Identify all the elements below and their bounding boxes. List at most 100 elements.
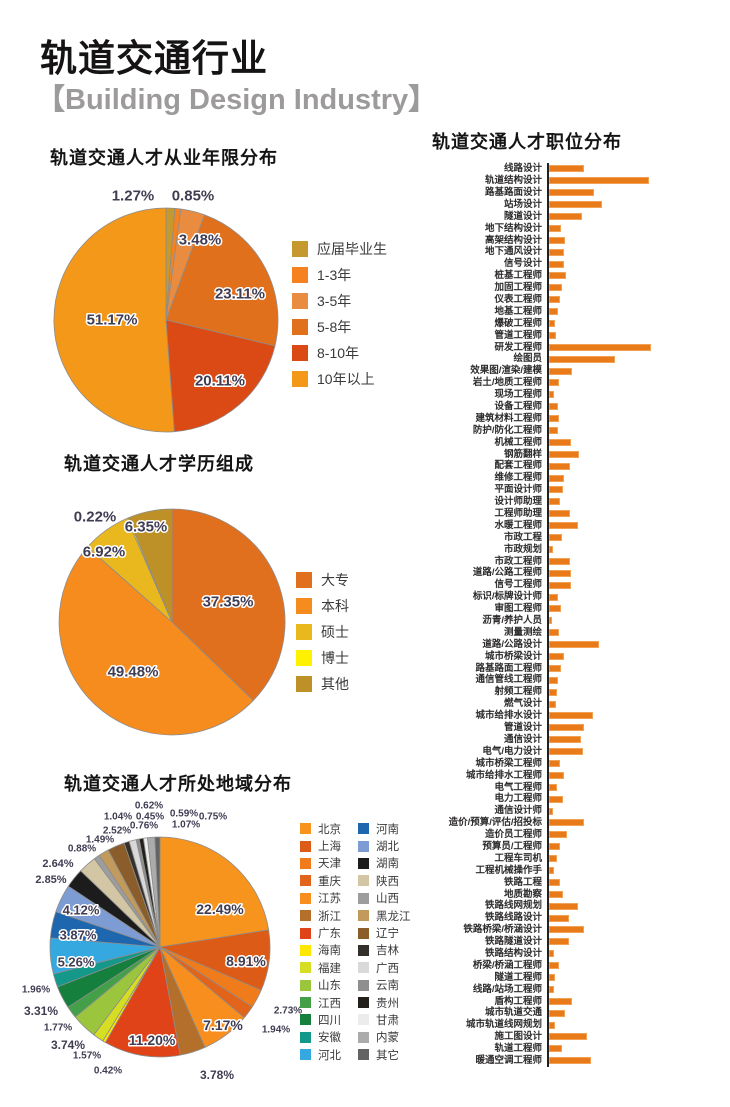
bar [549, 1033, 587, 1041]
bar-track [547, 448, 722, 461]
bar [549, 819, 584, 827]
region-legend: 北京 上海 天津 重庆 江苏 浙江 广东 海南 福建 山东 江西 四川 安徽 河北 河南 湖北 湖南 陕西 山西 黑龙… [300, 820, 411, 1063]
legend-item-其他: 其他 [296, 671, 349, 697]
bar-track [547, 1042, 722, 1055]
legend-item-陕西: 陕西 [358, 872, 411, 889]
bar [549, 403, 558, 411]
bar-row-铁路结构设计: 铁路结构设计 [420, 947, 722, 960]
bar [549, 938, 569, 946]
pie-percent-label-重庆: 1.94% [262, 1025, 290, 1036]
legend-label: 湖北 [376, 841, 399, 854]
bar-track [547, 1019, 722, 1032]
bar-track [547, 579, 722, 592]
bar-label: 路基路面工程师 [475, 662, 542, 674]
pie-slice-8-10年 [165, 319, 276, 433]
bar [549, 272, 566, 280]
bar-label: 水暖工程师 [494, 519, 542, 531]
legend-label: 河北 [318, 1049, 341, 1062]
pie-percent-label-云南: 0.45% [136, 812, 164, 823]
bar-row-电力工程师: 电力工程师 [420, 793, 722, 806]
bar-track [547, 436, 722, 449]
bar-row-建筑材料工程师: 建筑材料工程师 [420, 412, 722, 425]
legend-item-山东: 山东 [300, 977, 341, 994]
bar-label: 站场设计 [503, 198, 542, 210]
bar [549, 688, 557, 696]
bar [549, 878, 560, 886]
bar [549, 557, 570, 565]
page-title: 轨道交通行业 [40, 38, 268, 79]
bar-track [547, 805, 722, 817]
bar-row-铁路工程: 铁路工程 [420, 876, 722, 889]
bar-row-测量测绘: 测量测绘 [420, 626, 722, 639]
legend-item-1-3年: 1-3年 [292, 262, 387, 288]
bar [549, 545, 553, 553]
bar-label: 城市轨道交通 [484, 1007, 542, 1019]
legend-item-吉林: 吉林 [358, 942, 411, 959]
bar-label: 轨道工程师 [494, 1043, 542, 1055]
bar-track [547, 781, 722, 794]
pie-percent-label-河南: 3.87% [60, 928, 97, 943]
legend-swatch [300, 910, 311, 922]
legend-swatch [358, 892, 369, 904]
bar-label: 铁路线路设计 [484, 912, 542, 924]
bar-label: 岩土/地质工程师 [472, 377, 542, 389]
legend-label: 浙江 [318, 910, 341, 923]
bar-track [547, 959, 722, 972]
legend-label: 上海 [318, 841, 341, 854]
bar-row-预算员/工程师: 预算员/工程师 [420, 840, 722, 853]
legend-swatch [300, 892, 311, 904]
bar-row-通信管线工程师: 通信管线工程师 [420, 674, 722, 687]
legend-label: 云南 [376, 980, 399, 993]
bar-row-高架结构设计: 高架结构设计 [420, 234, 722, 247]
bar-label: 盾构工程师 [494, 995, 542, 1007]
legend-label: 8-10年 [317, 345, 360, 361]
bar-row-配套工程师: 配套工程师 [420, 460, 722, 473]
bar-label: 绘图员 [513, 353, 542, 365]
bar-label: 电力工程师 [494, 793, 542, 805]
bar-row-线路/站场工程师: 线路/站场工程师 [420, 983, 722, 996]
pie-percent-label-福建: 1.57% [73, 1051, 101, 1062]
bar [549, 427, 558, 435]
bar [549, 736, 581, 744]
legend-swatch [358, 979, 369, 991]
legend-item-博士: 博士 [296, 645, 349, 671]
bar-row-地质勘察: 地质勘察 [420, 888, 722, 901]
legend-swatch [300, 944, 311, 956]
legend-item-江西: 江西 [300, 994, 341, 1011]
bar-track [547, 305, 722, 318]
bar-row-铁路线网规划: 铁路线网规划 [420, 900, 722, 913]
pie-percent-label-四川: 3.31% [24, 1004, 58, 1018]
bar-track [547, 424, 722, 437]
bar-label: 沥青/养护人员 [482, 615, 542, 627]
bar [549, 629, 559, 637]
legend-swatch [300, 857, 311, 869]
bar-label: 桥梁/桥涵工程师 [472, 959, 542, 971]
bar-row-市政工程: 市政工程 [420, 531, 722, 544]
bar-row-电气/电力设计: 电气/电力设计 [420, 745, 722, 758]
legend-swatch [300, 875, 311, 887]
legend-label: 贵州 [376, 997, 399, 1010]
bar [549, 641, 599, 649]
bar-track [547, 495, 722, 508]
bar-label: 信号设计 [503, 258, 542, 270]
bar-row-桩基工程师: 桩基工程师 [420, 270, 722, 282]
legend-swatch [358, 1049, 369, 1061]
bar [549, 355, 615, 363]
bar-track [547, 626, 722, 639]
legend-item-海南: 海南 [300, 942, 341, 959]
legend-item-上海: 上海 [300, 837, 341, 854]
bar-row-道路/公路工程师: 道路/公路工程师 [420, 567, 722, 580]
bar-track [547, 852, 722, 865]
bar-row-施工图设计: 施工图设计 [420, 1031, 722, 1043]
bar [549, 902, 578, 910]
legend-item-5-8年: 5-8年 [292, 314, 387, 340]
bar-label: 电气工程师 [494, 781, 542, 793]
bar-row-防护/防化工程师: 防护/防化工程师 [420, 424, 722, 437]
bar-row-路基路面工程师: 路基路面工程师 [420, 662, 722, 675]
bar-label: 测量测绘 [503, 626, 542, 638]
bar [549, 950, 554, 958]
bar-label: 轨道结构设计 [484, 175, 542, 187]
bar-row-管道设计: 管道设计 [420, 721, 722, 734]
legend-swatch [296, 676, 312, 692]
pie-percent-label-贵州: 0.62% [135, 801, 163, 812]
